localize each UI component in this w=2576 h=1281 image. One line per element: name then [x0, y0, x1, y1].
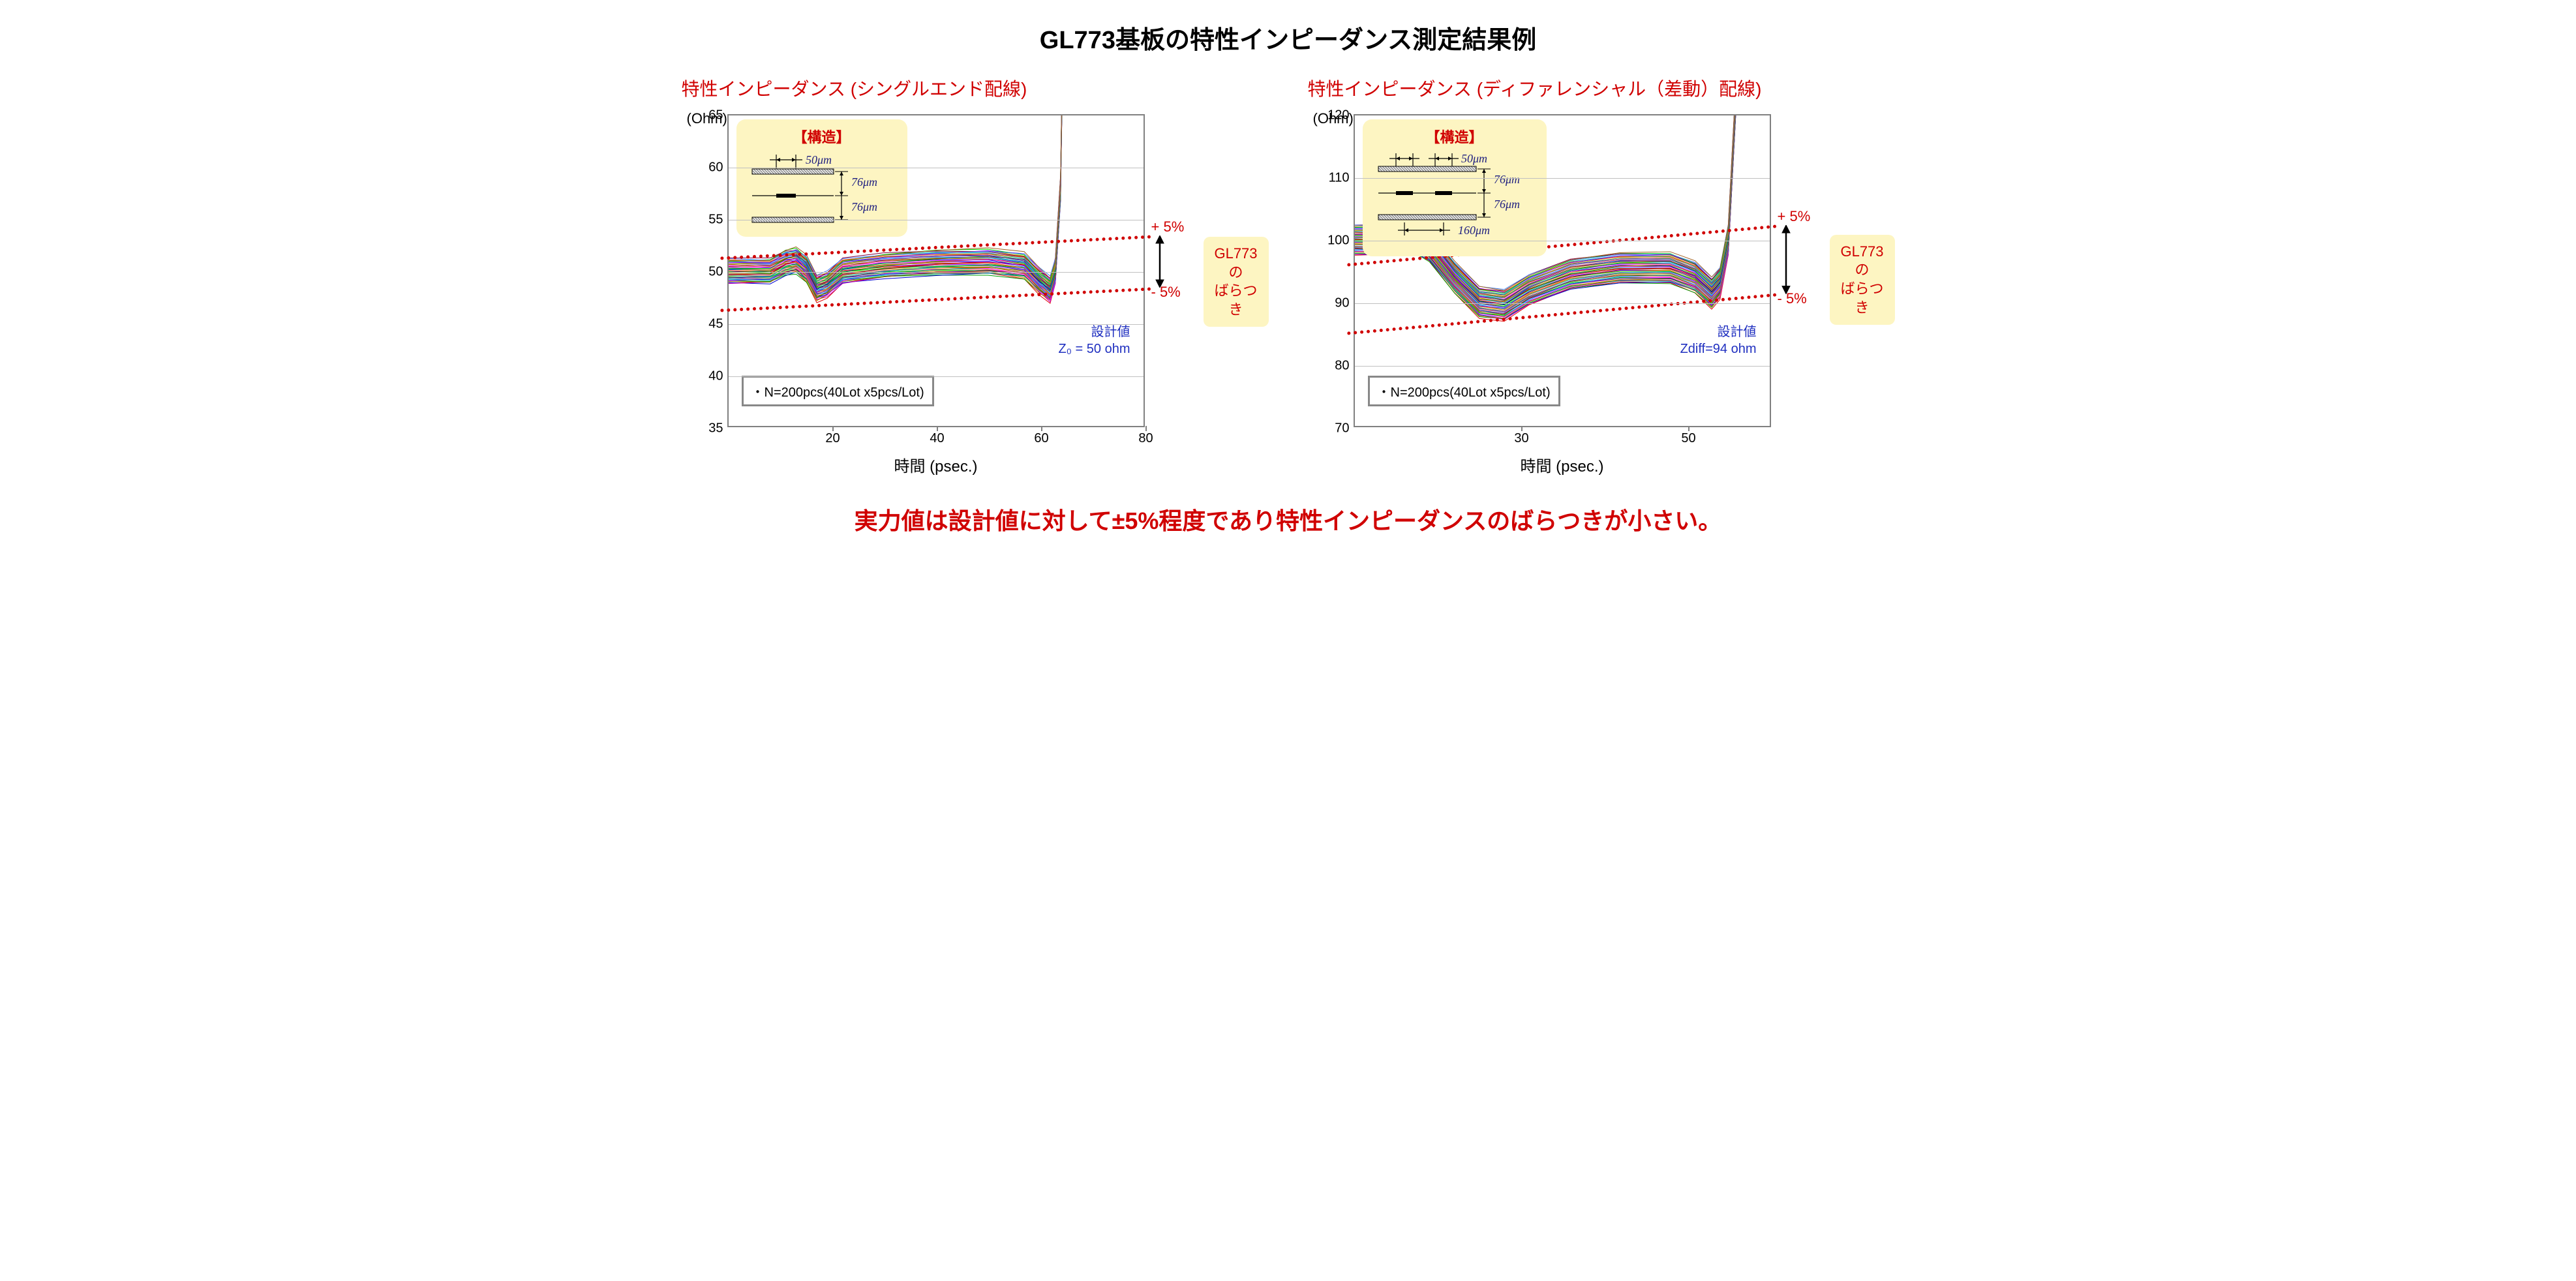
ytick-label: 80	[1335, 359, 1349, 374]
gridline	[729, 324, 1144, 325]
dim-label: 76μm	[1494, 198, 1520, 211]
ytick-label: 55	[708, 213, 723, 228]
left-chart-title: 特性インピーダンス (シングルエンド配線)	[682, 75, 1269, 101]
left-structure-box: 【構造】	[736, 119, 907, 237]
right-variation-label: GL773のばらつき	[1830, 235, 1895, 325]
left-variation-label: GL773のばらつき	[1204, 237, 1269, 327]
xtick-mark	[832, 426, 834, 431]
ytick-label: 110	[1329, 171, 1350, 186]
page: GL773基板の特性インピーダンス測定結果例 特性インピーダンス (シングルエン…	[669, 20, 1908, 536]
variation-arrow-icon	[1779, 225, 1797, 294]
design-label: 設計値	[1718, 325, 1757, 339]
right-structure-diagram: 50μm 76μm 76μm	[1373, 149, 1536, 247]
right-sample-note: ・N=200pcs(40Lot x5pcs/Lot)	[1368, 376, 1560, 406]
gridline	[1355, 303, 1770, 304]
xtick-mark	[1688, 426, 1690, 431]
design-label: 設計値	[1091, 325, 1130, 339]
dim-label: 76μm	[851, 175, 877, 188]
left-plot-area: 【構造】	[727, 114, 1145, 427]
left-chart-container: 特性インピーダンス (シングルエンド配線) (Ohm) 【構造】	[682, 75, 1269, 476]
gridline	[729, 272, 1144, 273]
xtick-label: 20	[825, 431, 840, 446]
ytick-label: 35	[708, 421, 723, 436]
xtick-label: 30	[1514, 431, 1528, 446]
bottom-statement: 実力値は設計値に対して±5%程度であり特性インピーダンスのばらつきが小さい。	[669, 502, 1908, 536]
ytick-label: 90	[1335, 296, 1349, 311]
gridline	[1355, 178, 1770, 179]
ytick-label: 70	[1335, 421, 1349, 436]
upper-tol-label: + 5%	[1778, 208, 1811, 225]
ytick-label: 50	[708, 265, 723, 280]
design-value-text: Z₀ = 50 ohm	[1058, 342, 1130, 356]
upper-tol-label: + 5%	[1151, 219, 1185, 235]
lower-tol-label: - 5%	[1151, 284, 1181, 301]
left-design-value: 設計値 Z₀ = 50 ohm	[1058, 324, 1130, 357]
right-plot-area: 【構造】	[1354, 114, 1771, 427]
main-title: GL773基板の特性インピーダンス測定結果例	[669, 20, 1908, 55]
left-sample-note: ・N=200pcs(40Lot x5pcs/Lot)	[742, 376, 934, 406]
left-structure-diagram: 50μm 76μm 76μm	[747, 149, 897, 228]
dim-label: 50μm	[806, 153, 832, 166]
lower-tol-label: - 5%	[1778, 290, 1807, 307]
xtick-label: 50	[1681, 431, 1695, 446]
ytick-label: 120	[1327, 108, 1349, 123]
right-structure-box: 【構造】	[1363, 119, 1547, 256]
right-xlabel: 時間 (psec.)	[1354, 453, 1771, 476]
design-value-text: Zdiff=94 ohm	[1680, 342, 1757, 356]
ytick-label: 45	[708, 317, 723, 332]
gridline	[729, 376, 1144, 377]
xtick-label: 80	[1138, 431, 1153, 446]
right-plot-wrapper: (Ohm) 【構造】	[1308, 114, 1895, 476]
xtick-mark	[1041, 426, 1042, 431]
dim-label: 50μm	[1461, 152, 1487, 165]
xtick-mark	[937, 426, 938, 431]
dim-label: 76μm	[851, 200, 877, 213]
right-design-value: 設計値 Zdiff=94 ohm	[1680, 324, 1757, 357]
right-chart-container: 特性インピーダンス (ディファレンシャル（差動）配線) (Ohm) 【構造】	[1308, 75, 1895, 476]
xtick-label: 60	[1034, 431, 1048, 446]
variation-arrow-icon	[1153, 235, 1171, 288]
xtick-mark	[1145, 426, 1147, 431]
ytick-label: 40	[708, 369, 723, 384]
ytick-label: 60	[708, 160, 723, 175]
left-plot-wrapper: (Ohm) 【構造】	[682, 114, 1269, 476]
left-structure-title: 【構造】	[747, 126, 897, 147]
left-xlabel: 時間 (psec.)	[727, 453, 1145, 476]
ytick-label: 100	[1327, 234, 1349, 249]
ytick-label: 65	[708, 108, 723, 123]
xtick-mark	[1521, 426, 1523, 431]
right-structure-title: 【構造】	[1373, 126, 1536, 147]
xtick-label: 40	[930, 431, 944, 446]
gridline	[1355, 366, 1770, 367]
charts-row: 特性インピーダンス (シングルエンド配線) (Ohm) 【構造】	[669, 75, 1908, 476]
dim-label: 160μm	[1458, 224, 1490, 237]
right-chart-title: 特性インピーダンス (ディファレンシャル（差動）配線)	[1308, 75, 1895, 101]
dim-label: 76μm	[1494, 173, 1520, 186]
